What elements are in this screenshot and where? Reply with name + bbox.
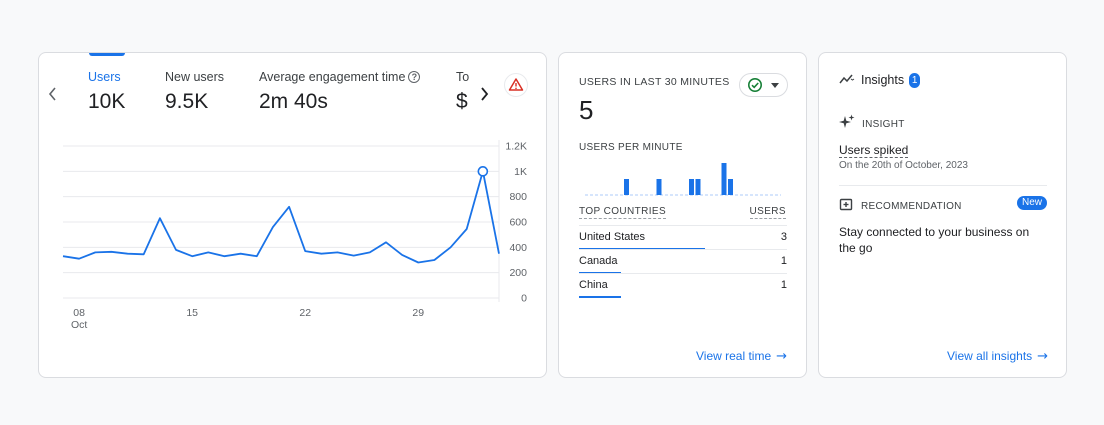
metric-label-row: Average engagement time? (259, 70, 421, 84)
metric-label: To (456, 70, 470, 84)
recommendation-label-row: RECOMMENDATION (839, 196, 962, 214)
view-all-insights-link[interactable]: View all insights → (947, 349, 1048, 364)
insights-trend-icon (839, 74, 855, 84)
y-tick-label: 600 (509, 217, 527, 229)
realtime-value: 5 (579, 95, 594, 125)
x-tick-sublabel: Oct (71, 319, 87, 331)
view-real-time-link[interactable]: View real time → (696, 349, 787, 364)
y-tick-label: 1K (514, 166, 527, 178)
minute-bar[interactable] (624, 179, 629, 195)
country-name: United States (579, 231, 646, 243)
y-tick-label: 200 (509, 267, 527, 279)
users-series-line (62, 170, 500, 264)
link-label: View real time (696, 349, 772, 363)
country-name: China (579, 279, 608, 291)
country-row[interactable]: United States 3 (579, 225, 787, 250)
country-count: 1 (780, 255, 787, 267)
metric-users[interactable]: Users 10K (88, 70, 125, 114)
users-line-chart: 1.2K 1K 800 600 400 200 0 08 15 22 29 Oct (62, 140, 527, 331)
chevron-right-icon (481, 87, 489, 101)
arrow-right-icon: → (1037, 349, 1049, 364)
metric-partial: To $ (456, 70, 469, 114)
help-circle-icon[interactable]: ? (408, 71, 421, 83)
sparkle-icon (839, 114, 855, 128)
insights-card: Insights 1 INSIGHT Users spiked On the 20… (818, 52, 1067, 378)
insight-label-row: INSIGHT (839, 114, 905, 132)
metric-value: 10K (88, 90, 126, 113)
top-countries-header: TOP COUNTRIES (579, 206, 667, 219)
warning-triangle-icon (508, 78, 524, 91)
minute-bar[interactable] (728, 179, 733, 195)
metric-new-users[interactable]: New users 9.5K (165, 70, 224, 114)
country-count: 3 (780, 231, 787, 243)
x-tick-label: 29 (412, 307, 424, 319)
y-tick-label: 1.2K (505, 141, 527, 153)
recommendation-label: RECOMMENDATION (861, 201, 962, 212)
users-column-header: USERS (749, 206, 786, 219)
metric-value: 9.5K (165, 90, 209, 113)
metric-value: $ (456, 90, 468, 113)
users-per-minute-chart (585, 163, 781, 196)
prev-metrics-button[interactable] (48, 85, 58, 106)
insight-headline-text: Users spiked (839, 143, 909, 158)
divider (839, 185, 1047, 186)
metric-label: Users (88, 70, 121, 84)
next-metrics-button[interactable] (479, 85, 489, 106)
metric-label: Average engagement time (259, 70, 406, 84)
y-tick-label: 800 (509, 191, 527, 203)
x-tick-label: 22 (299, 307, 311, 319)
realtime-title: USERS IN LAST 30 MINUTES (579, 76, 730, 88)
dropdown-arrow-icon (771, 83, 779, 88)
y-tick-label: 400 (509, 242, 527, 254)
minute-bar[interactable] (721, 163, 727, 195)
insights-count-badge: 1 (909, 73, 921, 88)
country-name: Canada (579, 255, 618, 267)
metric-total-revenue-clipped[interactable]: To $ (456, 70, 470, 120)
insights-header[interactable]: Insights 1 (839, 73, 921, 88)
minute-bar[interactable] (695, 179, 701, 195)
country-row[interactable]: China 1 (579, 273, 787, 298)
metric-label: New users (165, 70, 225, 84)
link-label: View all insights (947, 349, 1033, 363)
anomaly-point-marker[interactable] (477, 166, 489, 177)
per-minute-title: USERS PER MINUTE (579, 142, 683, 153)
insight-label: INSIGHT (862, 119, 905, 130)
x-tick-label: 15 (186, 307, 198, 319)
x-tick-label: 08 (73, 307, 85, 319)
add-note-icon (839, 198, 853, 211)
recommendation-text[interactable]: Stay connected to your business on the g… (839, 225, 1030, 255)
check-circle-icon (748, 78, 762, 92)
y-tick-label: 0 (521, 293, 527, 305)
realtime-card: USERS IN LAST 30 MINUTES 5 USERS PER MIN… (558, 52, 807, 378)
country-row[interactable]: Canada 1 (579, 249, 787, 274)
new-badge: New (1017, 196, 1048, 210)
metric-engagement-time[interactable]: Average engagement time? 2m 40s (259, 70, 421, 114)
anomaly-warning-button[interactable] (504, 73, 528, 97)
country-count: 1 (780, 279, 787, 291)
overview-card: Users 10K New users 9.5K Average engagem… (38, 52, 547, 378)
arrow-right-icon: → (776, 349, 788, 364)
realtime-status-dropdown[interactable] (739, 73, 788, 97)
minute-bar[interactable] (656, 179, 662, 195)
chevron-left-icon (48, 87, 56, 101)
insights-title: Insights (861, 73, 905, 87)
active-tab-indicator (89, 53, 125, 56)
insight-headline[interactable]: Users spiked (839, 143, 909, 158)
metric-value: 2m 40s (259, 90, 328, 113)
country-share-bar (579, 296, 621, 298)
minute-bar[interactable] (689, 179, 694, 195)
insight-date: On the 20th of October, 2023 (839, 160, 968, 171)
